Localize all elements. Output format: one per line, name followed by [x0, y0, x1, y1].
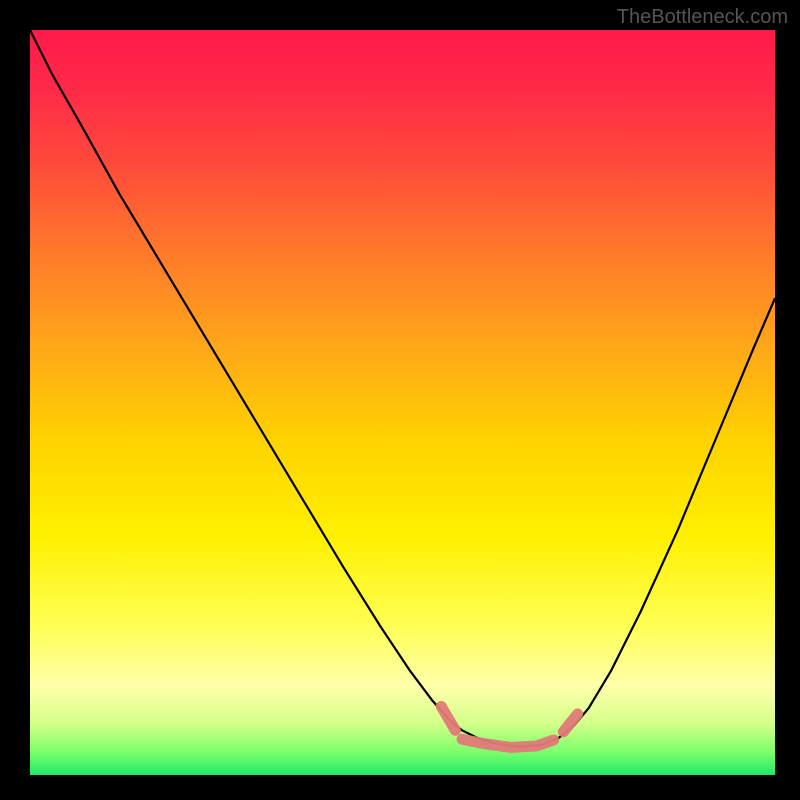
attribution-label: TheBottleneck.com: [617, 6, 788, 29]
chart-svg: [30, 30, 775, 775]
bottleneck-chart: [30, 30, 775, 775]
gradient-background: [30, 30, 775, 775]
